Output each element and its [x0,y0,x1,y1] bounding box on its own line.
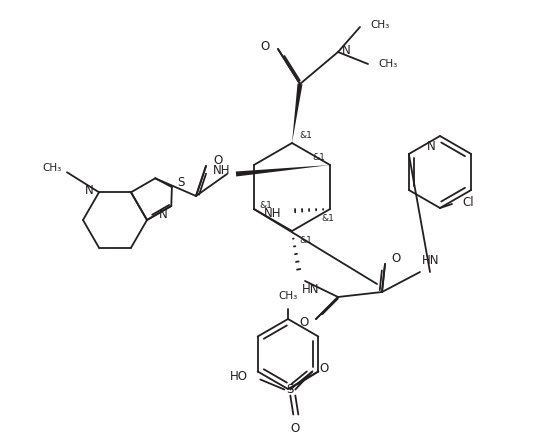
Text: NH: NH [263,206,281,220]
Polygon shape [236,165,330,176]
Text: CH₃: CH₃ [279,291,298,301]
Text: HN: HN [422,254,439,267]
Text: N: N [427,140,436,153]
Text: N: N [342,43,351,57]
Text: HO: HO [230,370,248,383]
Text: CH₃: CH₃ [378,59,397,69]
Text: O: O [291,423,300,435]
Text: O: O [300,316,309,329]
Text: &1: &1 [322,214,334,223]
Text: &1: &1 [312,153,325,162]
Text: &1: &1 [299,236,312,245]
Text: S: S [287,383,294,396]
Text: &1: &1 [259,202,272,210]
Text: N: N [159,207,168,221]
Text: HN: HN [302,283,320,296]
Text: S: S [177,175,184,189]
Text: N: N [85,184,94,197]
Text: NH: NH [213,164,230,178]
Text: O: O [213,155,222,168]
Text: O: O [391,252,400,266]
Text: O: O [261,39,270,53]
Polygon shape [292,84,302,143]
Text: O: O [319,362,328,375]
Text: Cl: Cl [462,195,473,209]
Text: &1: &1 [299,131,312,140]
Text: CH₃: CH₃ [43,163,62,173]
Text: CH₃: CH₃ [370,20,390,30]
